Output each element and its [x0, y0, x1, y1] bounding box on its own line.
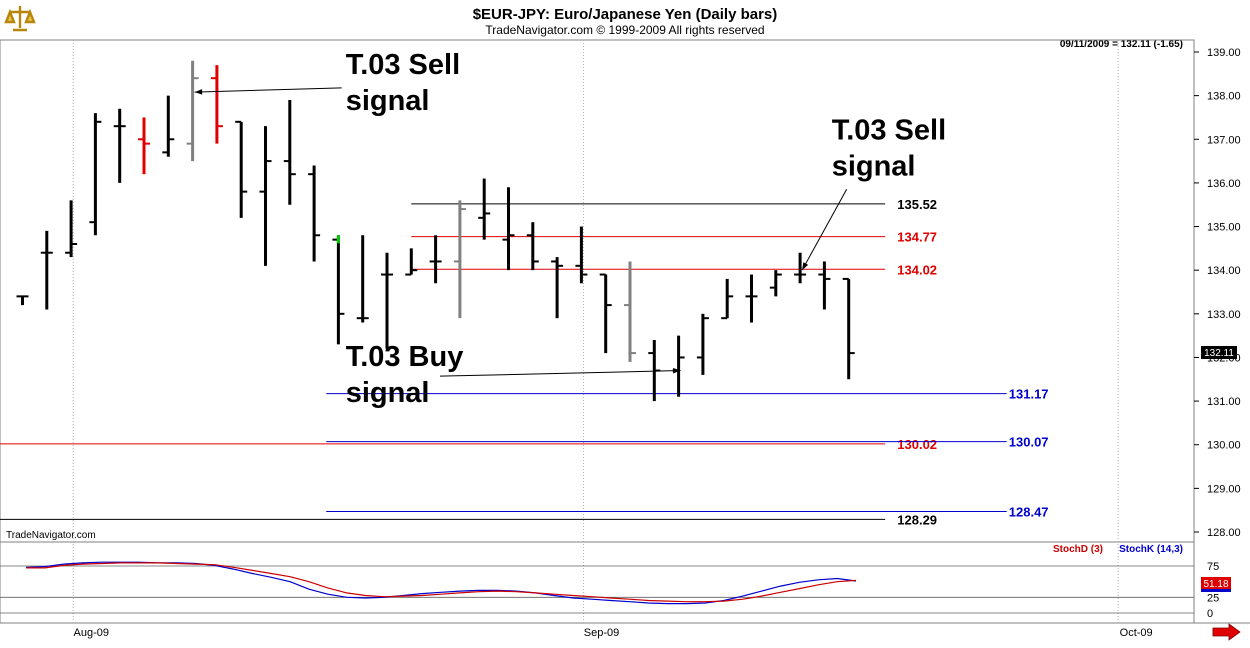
signal-text-line: T.03 Sell [346, 49, 460, 81]
ohlc-bar [575, 226, 588, 284]
level-label: 128.47 [1009, 504, 1049, 519]
level-label: 134.77 [897, 230, 937, 245]
ohlc-bar [162, 95, 175, 157]
price-tick-label: 137.00 [1207, 134, 1241, 146]
ohlc-bar [308, 165, 321, 262]
ohlc-bar [453, 200, 466, 319]
date-tick-label: Oct-09 [1120, 627, 1153, 639]
ohlc-bar [842, 277, 855, 380]
level-label: 135.52 [897, 197, 937, 212]
ohlc-bar [259, 126, 272, 266]
ohlc-bar [429, 235, 442, 284]
red-right-arrow-icon[interactable] [1212, 623, 1241, 641]
ohlc-bar [235, 120, 248, 218]
level-lines: 135.52 134.77 134.02 131.17 130.02 130.07 128.… [0, 197, 1049, 527]
level-label: 131.17 [1009, 387, 1049, 402]
price-tick-label: 129.00 [1207, 483, 1241, 495]
ohlc-bar [769, 270, 782, 297]
level-label: 134.02 [897, 262, 937, 277]
last-price-label: 132.11 [1204, 348, 1234, 359]
price-tick-label: 133.00 [1207, 309, 1241, 321]
ohlc-bar [186, 60, 199, 162]
ohlc-bar [696, 313, 709, 375]
last-price-tag [1201, 346, 1237, 359]
ohlc-bar [745, 274, 758, 323]
stoch-value-tag [1201, 577, 1231, 589]
signal-arrow [194, 87, 342, 93]
stoch-k-legend: StochK (14,3) [1119, 544, 1183, 555]
signal-arrowhead [802, 262, 809, 271]
stoch-tick-label: 75 [1207, 561, 1219, 573]
stoch-tick-label: 0 [1207, 608, 1213, 620]
ohlc-bar [65, 200, 78, 258]
ohlc-bar [40, 230, 53, 310]
scale-icon[interactable] [4, 3, 36, 35]
signal-arrow [801, 189, 848, 271]
ohlc-bar [138, 117, 150, 175]
ohlc-bar [356, 235, 369, 323]
date-axis: Aug-09 Sep-09 Oct-09 [74, 627, 1153, 639]
ohlc-bar [405, 248, 418, 276]
signal-text-line: signal [832, 150, 916, 182]
level-label: 128.29 [897, 512, 937, 527]
signal-text: T.03 Sell signal [346, 49, 460, 117]
stoch-tick-label: 25 [1207, 592, 1219, 604]
ohlc-bar [721, 278, 734, 320]
date-tick-label: Sep-09 [584, 627, 619, 639]
ohlc-bar [283, 100, 296, 205]
ohlc-bar [478, 178, 491, 240]
ohlc-bar [16, 295, 29, 306]
signal-text-line: T.03 Sell [832, 114, 946, 146]
stoch-d-line [26, 562, 857, 603]
price-tick-label: 135.00 [1207, 222, 1241, 234]
date-tick-label: Aug-09 [74, 627, 109, 639]
ohlc-bar [624, 261, 636, 362]
price-tick-label: 136.00 [1207, 178, 1241, 190]
ohlc-bar [526, 222, 539, 271]
signal-text-line: T.03 Buy [346, 341, 464, 373]
signal-text-line: signal [346, 85, 430, 117]
signal-annotations: T.03 Sell signal T.03 Sell signal T.03 Buy si… [194, 49, 946, 409]
ohlc-bar [210, 65, 223, 144]
stoch-d-legend: StochD (3) [1053, 544, 1103, 555]
ohlc-bar [89, 113, 102, 236]
ohlc-bar [332, 235, 345, 345]
stoch-value-label: 51.18 [1203, 579, 1228, 590]
price-tick-label: 130.00 [1207, 440, 1241, 452]
level-label: 130.07 [1009, 435, 1049, 450]
signal-text: T.03 Sell signal [832, 114, 946, 182]
signal-text: T.03 Buy signal [346, 341, 464, 409]
ohlc-bar [818, 261, 831, 310]
signal-arrow [439, 370, 681, 377]
watermark: TradeNavigator.com [6, 530, 96, 541]
price-tick-label: 134.00 [1207, 265, 1241, 277]
signal-arrowhead [194, 89, 203, 95]
level-label: 130.02 [897, 437, 937, 452]
price-tick-label: 139.00 [1207, 47, 1241, 59]
ohlc-bar [599, 273, 612, 354]
ohlc-bar [502, 187, 515, 271]
ohlc-bar [381, 252, 393, 349]
ohlc-bar [794, 252, 807, 284]
stochastic-lines: StochD (3) StochK (14,3) [25, 544, 1183, 605]
quote-readout: 09/11/2009 = 132.11 (-1.65) [1060, 39, 1183, 50]
chart-subtitle: TradeNavigator.com © 1999-2009 All right… [485, 23, 764, 37]
price-tick-label: 131.00 [1207, 396, 1241, 408]
signal-text-line: signal [346, 377, 430, 409]
price-tick-label: 138.00 [1207, 91, 1241, 103]
signal-arrowhead [673, 367, 681, 374]
ohlc-bar [551, 257, 564, 319]
price-tick-label: 128.00 [1207, 527, 1241, 539]
ohlc-bar [113, 108, 126, 183]
chart-title: $EUR-JPY: Euro/Japanese Yen (Daily bars) [473, 6, 778, 23]
